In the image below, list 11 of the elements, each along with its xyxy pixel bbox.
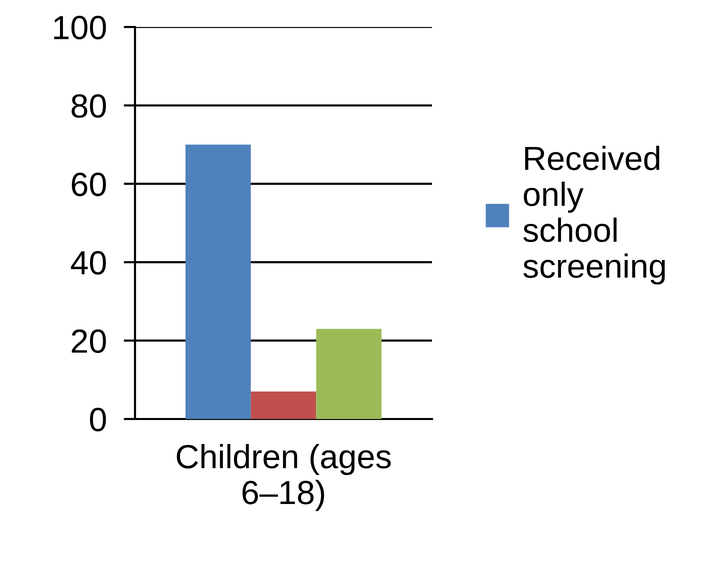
y-tick-label: 40 — [70, 251, 106, 275]
x-tick-label: Children (ages 6–18) — [176, 444, 391, 511]
y-tick-label: 100 — [54, 16, 106, 40]
y-tick-label: 80 — [72, 94, 106, 118]
y-tick-label: 0 — [90, 408, 106, 432]
bar — [316, 328, 382, 419]
bar — [250, 392, 316, 419]
bar — [185, 144, 251, 419]
y-tick-label: 20 — [72, 329, 106, 354]
legend-label: Received only school screening — [523, 146, 665, 285]
y-tick-label: 60 — [72, 172, 106, 196]
